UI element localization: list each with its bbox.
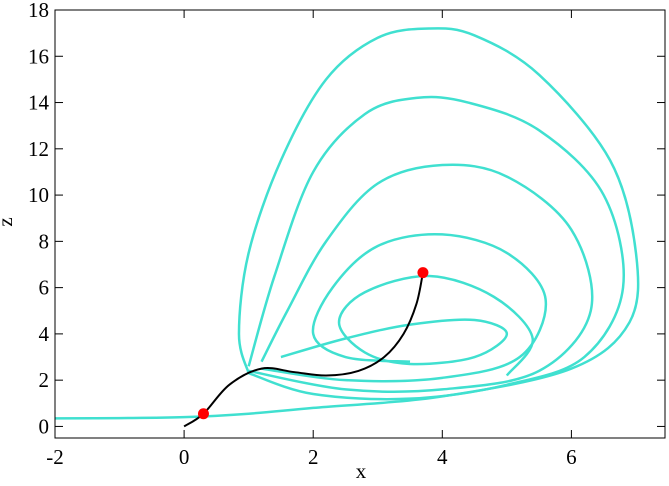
- y-tick-label: 16: [28, 44, 49, 68]
- y-tick-label: 14: [28, 91, 50, 115]
- x-tick-label: 2: [308, 445, 319, 469]
- x-tick-label: -2: [46, 445, 64, 469]
- series-line: [248, 163, 594, 393]
- series-line: [261, 232, 548, 383]
- y-axis-label: z: [0, 217, 17, 226]
- y-tick-label: 2: [39, 368, 50, 392]
- series-line: [55, 27, 640, 420]
- x-tick-label: 4: [437, 445, 448, 469]
- x-tick-label: 0: [179, 445, 190, 469]
- y-tick-label: 18: [28, 0, 49, 22]
- plot-area: [55, 27, 640, 428]
- point: [417, 267, 429, 279]
- series-line: [183, 272, 424, 428]
- series-line: [247, 95, 625, 401]
- y-tick-label: 10: [28, 183, 49, 207]
- plot-frame: [54, 9, 666, 439]
- point: [197, 408, 209, 420]
- x-axis-label: x: [356, 459, 367, 483]
- y-tick-label: 6: [39, 276, 50, 300]
- y-tick-label: 8: [39, 229, 50, 253]
- y-tick-label: 4: [39, 322, 50, 346]
- y-tick-label: 0: [39, 414, 50, 438]
- y-tick-label: 12: [28, 137, 49, 161]
- series-line: [280, 274, 534, 377]
- x-tick-label: 6: [566, 445, 577, 469]
